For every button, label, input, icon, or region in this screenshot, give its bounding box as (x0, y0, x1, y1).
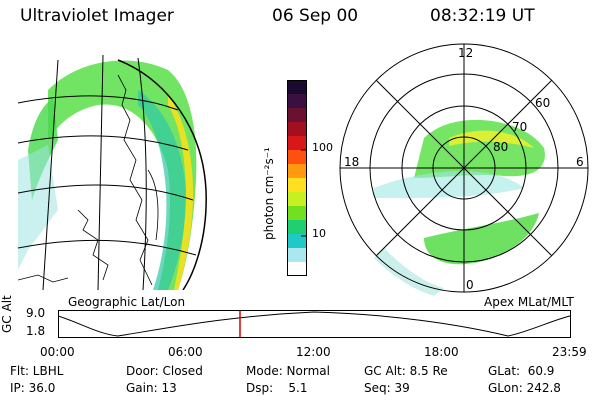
info-gc-alt: GC Alt: 8.5 Re (364, 364, 448, 378)
info-filter: Flt: LBHL (10, 364, 64, 378)
colorbar-tick-10: 10 (312, 227, 326, 240)
mlat-label-70: 70 (512, 120, 528, 134)
altitude-ylabel: GC Alt (0, 295, 14, 333)
altitude-plot (58, 310, 571, 338)
geographic-image (18, 54, 207, 290)
info-dsp: Dsp: 5.1 (246, 381, 308, 395)
polar-caption: Apex MLat/MLT (484, 295, 574, 309)
info-gain: Gain: 13 (126, 381, 177, 395)
date-label: 06 Sep 00 (272, 6, 359, 26)
colorbar-cell (287, 234, 307, 249)
colorbar-cell (287, 150, 307, 165)
polar-diffuse-night (374, 248, 444, 296)
time-tick-0000: 00:00 (40, 345, 75, 359)
info-door: Door: Closed (126, 364, 203, 378)
colorbar-cell (287, 94, 307, 109)
mlt-label-0: 0 (466, 278, 474, 292)
colorbar-tick-100: 100 (312, 141, 333, 154)
info-glat: GLat: 60.9 (488, 364, 555, 378)
colorbar-unit-label: photon cm⁻²s⁻¹ (262, 147, 276, 240)
colorbar-cell (287, 262, 307, 276)
mlt-label-6: 6 (576, 155, 584, 169)
mlat-label-80: 80 (493, 140, 509, 154)
colorbar-cell (287, 108, 307, 123)
time-tick-1800: 18:00 (424, 345, 459, 359)
info-ip: IP: 36.0 (10, 381, 56, 395)
mlat-label-60: 60 (535, 96, 551, 110)
polar-aurora-peak (449, 130, 534, 148)
info-mode: Mode: Normal (246, 364, 330, 378)
colorbar-cell (287, 164, 307, 179)
colorbar-cell (287, 136, 307, 151)
polar-plot (339, 43, 589, 296)
altitude-curve (58, 311, 571, 337)
info-seq: Seq: 39 (364, 381, 410, 395)
colorbar-cell (287, 220, 307, 235)
geographic-caption: Geographic Lat/Lon (68, 295, 186, 309)
aurora-diffuse-west (18, 145, 58, 270)
aurora-band-inner (138, 90, 187, 290)
altitude-ytick-low: 1.8 (26, 324, 46, 338)
polar-aurora-day (414, 119, 545, 178)
time-tick-0600: 06:00 (168, 345, 203, 359)
info-glon: GLon: 242.8 (488, 381, 561, 395)
colorbar (287, 80, 307, 276)
mlt-label-18: 18 (344, 155, 360, 169)
colorbar-cell (287, 178, 307, 193)
aurora-peak (168, 95, 194, 290)
mlt-label-12: 12 (458, 46, 474, 60)
colorbar-cell (287, 248, 307, 263)
polar-diffuse-mid (374, 171, 524, 198)
time-tick-1200: 12:00 (296, 345, 331, 359)
colorbar-cell (287, 192, 307, 207)
instrument-title: Ultraviolet Imager (20, 6, 174, 26)
time-tick-2359: 23:59 (552, 345, 587, 359)
colorbar-cell (287, 206, 307, 221)
colorbar-cell (287, 80, 307, 95)
polar-aurora-night (424, 213, 539, 265)
colorbar-cell (287, 122, 307, 137)
time-label: 08:32:19 UT (430, 6, 535, 26)
altitude-ytick-high: 9.0 (26, 306, 46, 320)
